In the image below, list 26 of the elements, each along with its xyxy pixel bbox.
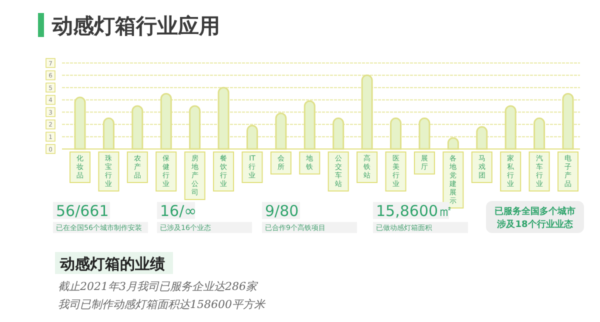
chart-title: 动感灯箱行业应用 — [51, 14, 220, 38]
text: 截止2021年3月我司已服务企业达286家 — [58, 280, 259, 293]
text: 我司已制作动感灯箱面积达158600平方米 — [58, 298, 266, 311]
text: 16/∞ — [160, 202, 197, 220]
bar — [246, 124, 258, 150]
bar — [189, 105, 201, 150]
bar — [304, 100, 316, 150]
bar — [132, 105, 144, 150]
bar — [390, 118, 402, 150]
text: 已服务全国多个城市 — [494, 206, 576, 217]
bar — [361, 74, 373, 150]
bar — [476, 126, 488, 150]
text: 动感灯箱的业绩 — [59, 255, 165, 273]
bar — [160, 92, 172, 150]
bar — [504, 105, 516, 150]
text: 56/661 — [56, 202, 109, 220]
bar — [534, 118, 546, 150]
bar — [562, 92, 574, 150]
bar — [275, 112, 287, 150]
bar — [332, 118, 344, 150]
bar — [218, 86, 230, 150]
bar — [418, 118, 430, 150]
bar — [102, 118, 114, 150]
text: 9/80 — [265, 202, 299, 220]
bar — [74, 96, 86, 150]
text: 涉及18个行业业态 — [496, 219, 574, 230]
